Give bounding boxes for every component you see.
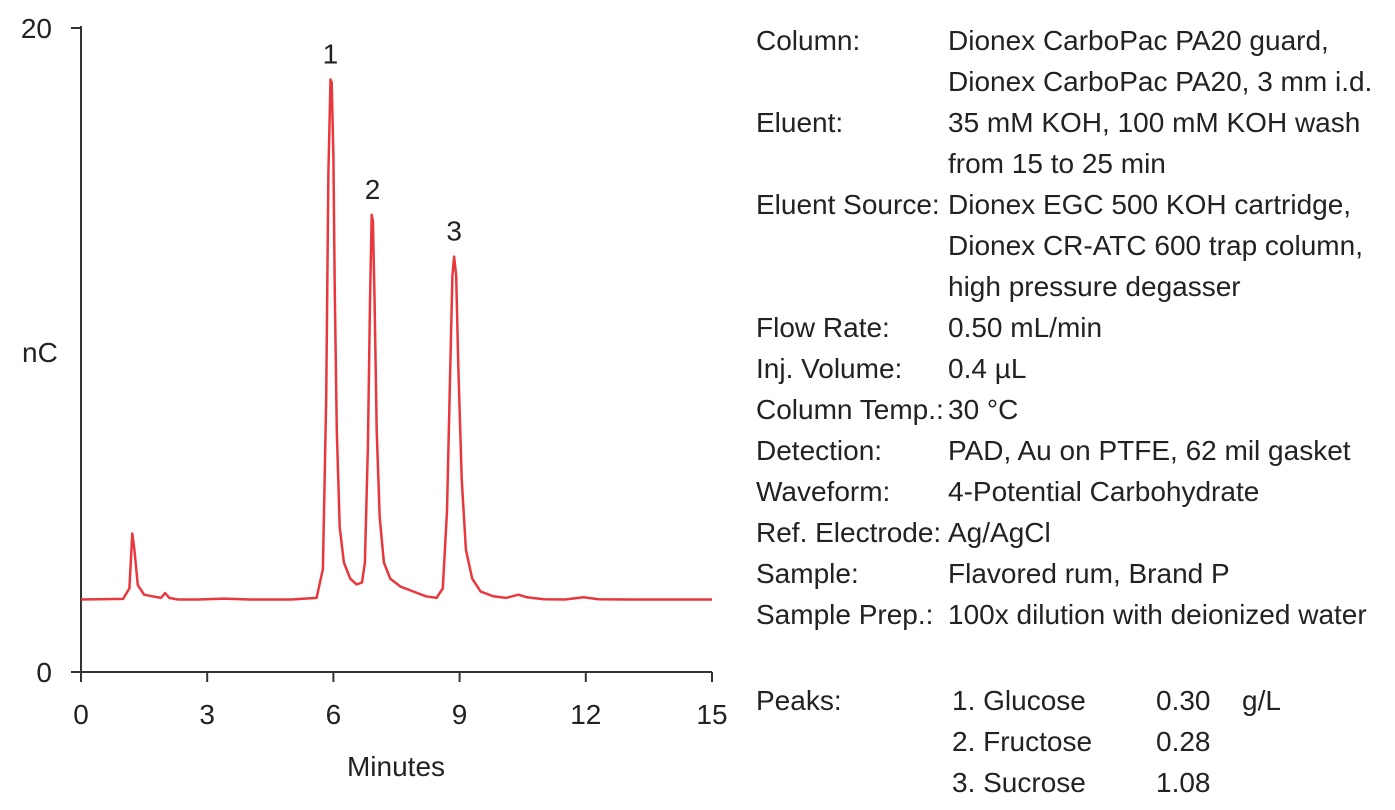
peaks-table: Peaks: 1. Glucose 0.30 g/L 2. Fructose 0.28 3.… (756, 680, 1281, 803)
condition-value: Dionex CarboPac PA20 guard, (948, 25, 1329, 56)
condition-values: 30 °C (948, 389, 1386, 430)
peak-number-label: 2 (365, 174, 381, 205)
peak-number-label: 1 (323, 39, 339, 70)
concentration-unit: g/L (1242, 685, 1281, 716)
condition-value: 0.4 µL (948, 353, 1027, 384)
peak-concentration: 0.28 (1156, 726, 1211, 757)
condition-value: Dionex CarboPac PA20, 3 mm i.d. (948, 66, 1373, 97)
condition-row: Waveform: 4-Potential Carbohydrate (756, 471, 1386, 512)
chromatogram-line (80, 78, 712, 601)
condition-value: PAD, Au on PTFE, 62 mil gasket (948, 435, 1351, 466)
condition-row: Sample: Flavored rum, Brand P (756, 553, 1386, 594)
condition-row: Eluent: 35 mM KOH, 100 mM KOH wash from 15… (756, 102, 1386, 184)
condition-values: 0.4 µL (948, 348, 1386, 389)
condition-label: Column: (756, 25, 861, 56)
condition-row: Ref. Electrode: Ag/AgCl (756, 512, 1386, 553)
condition-row: Eluent Source: Dionex EGC 500 KOH cartrid… (756, 184, 1386, 307)
peak-name: 3. Sucrose (952, 767, 1086, 798)
chart-peak-labels: 1 2 3 (323, 39, 462, 247)
condition-values: 35 mM KOH, 100 mM KOH wash from 15 to 25 … (948, 102, 1386, 184)
condition-label: Sample Prep.: (756, 599, 934, 630)
x-tick-label: 9 (452, 699, 468, 730)
x-tick-label: 12 (570, 699, 601, 730)
chart-axes (71, 26, 713, 682)
condition-values: 4-Potential Carbohydrate (948, 471, 1386, 512)
peak-concentration: 0.30 (1156, 685, 1211, 716)
condition-row: Inj. Volume: 0.4 µL (756, 348, 1386, 389)
y-axis-label: nC (22, 337, 58, 368)
condition-label: Inj. Volume: (756, 353, 903, 384)
peaks-heading (756, 721, 952, 762)
condition-values: Ag/AgCl (948, 512, 1386, 553)
peak-concentration: 1.08 (1156, 767, 1211, 798)
x-tick-label: 3 (199, 699, 215, 730)
condition-label: Detection: (756, 435, 883, 466)
condition-label: Sample: (756, 558, 859, 589)
x-tick-label: 0 (73, 699, 89, 730)
peak-name: 1. Glucose (952, 685, 1086, 716)
condition-value: Flavored rum, Brand P (948, 558, 1230, 589)
peaks-row: 3. Sucrose 1.08 (756, 762, 1281, 803)
peak-name: 2. Fructose (952, 726, 1093, 757)
condition-values: Dionex CarboPac PA20 guard, Dionex CarboP… (948, 20, 1386, 102)
condition-values: 0.50 mL/min (948, 307, 1386, 348)
condition-values: 100x dilution with deionized water (948, 594, 1386, 635)
peak-number-label: 3 (446, 216, 462, 247)
peaks-row: Peaks: 1. Glucose 0.30 g/L (756, 680, 1281, 721)
peaks-heading: Peaks: (756, 685, 842, 716)
condition-value: 100x dilution with deionized water (948, 599, 1367, 630)
condition-row: Column: Dionex CarboPac PA20 guard, Dionex… (756, 20, 1386, 102)
condition-row: Flow Rate: 0.50 mL/min (756, 307, 1386, 348)
peaks-row: 2. Fructose 0.28 (756, 721, 1281, 762)
x-tick-label: 15 (696, 699, 727, 730)
condition-values: PAD, Au on PTFE, 62 mil gasket (948, 430, 1386, 471)
condition-label: Eluent: (756, 107, 844, 138)
condition-value: 4-Potential Carbohydrate (948, 476, 1260, 507)
condition-label: Eluent Source: (756, 189, 940, 220)
condition-value: Dionex EGC 500 KOH cartridge, (948, 189, 1352, 220)
condition-label: Waveform: (756, 476, 891, 507)
condition-value: 35 mM KOH, 100 mM KOH wash (948, 107, 1361, 138)
condition-value: 0.50 mL/min (948, 312, 1103, 343)
condition-value: 30 °C (948, 394, 1019, 425)
condition-row: Sample Prep.: 100x dilution with deionize… (756, 594, 1386, 635)
condition-value: Dionex CR-ATC 600 trap column, (948, 230, 1363, 261)
condition-label: Column Temp.: (756, 394, 944, 425)
condition-label: Ref. Electrode: (756, 517, 942, 548)
conditions-panel: Column: Dionex CarboPac PA20 guard, Dionex… (756, 20, 1386, 635)
chromatogram-trace (80, 78, 712, 601)
condition-values: Flavored rum, Brand P (948, 553, 1386, 594)
condition-value: high pressure degasser (948, 271, 1241, 302)
condition-value: Ag/AgCl (948, 517, 1051, 548)
condition-label: Flow Rate: (756, 312, 890, 343)
x-tick-label: 6 (326, 699, 342, 730)
condition-value: from 15 to 25 min (948, 148, 1166, 179)
condition-row: Column Temp.: 30 °C (756, 389, 1386, 430)
y-tick-label: 20 (21, 13, 52, 44)
condition-row: Detection: PAD, Au on PTFE, 62 mil gasket (756, 430, 1386, 471)
y-tick-label: 0 (36, 657, 52, 688)
peaks-heading (756, 762, 952, 803)
condition-values: Dionex EGC 500 KOH cartridge, Dionex CR-A… (948, 184, 1386, 307)
x-axis-label: Minutes (347, 751, 445, 782)
